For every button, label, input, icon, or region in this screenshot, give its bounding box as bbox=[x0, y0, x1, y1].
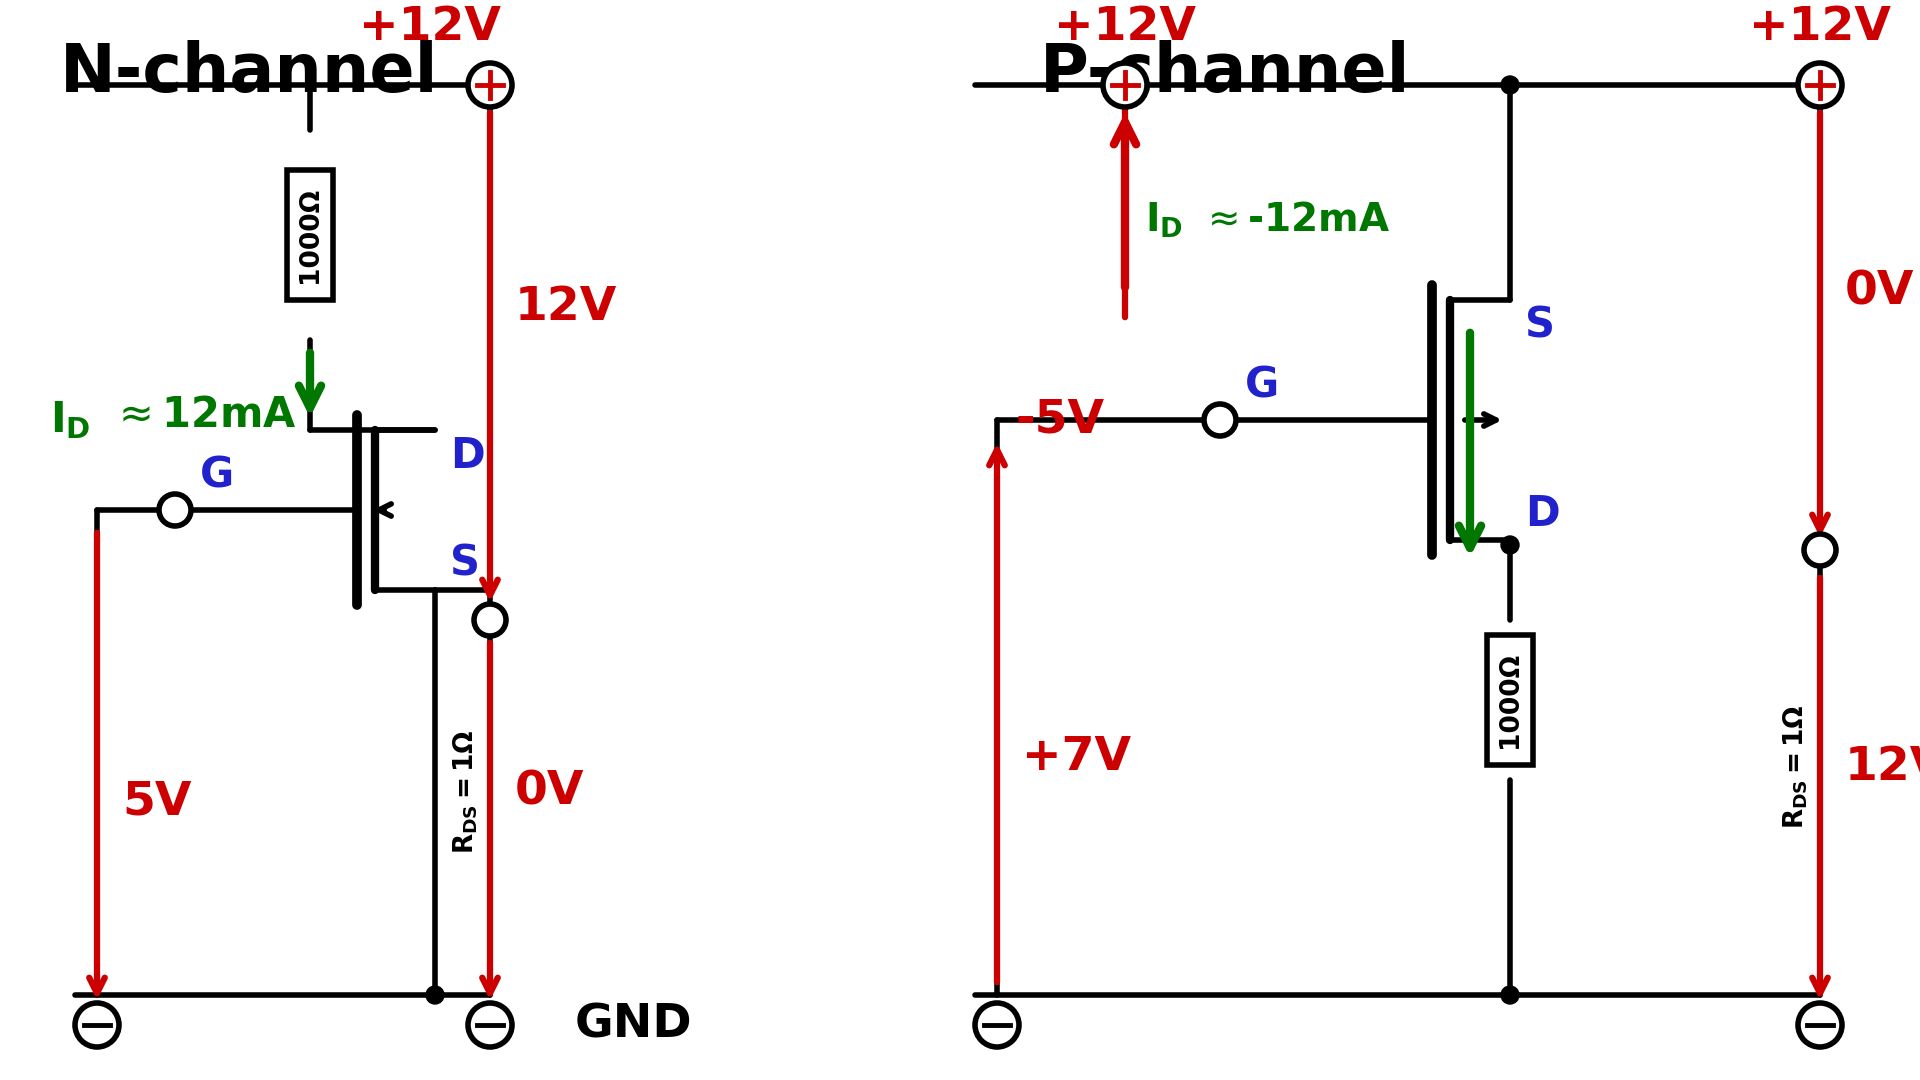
Bar bbox=[1486, 635, 1532, 765]
Text: G: G bbox=[200, 455, 234, 497]
Text: D: D bbox=[1524, 492, 1559, 535]
Text: -5V: -5V bbox=[1016, 397, 1106, 443]
Text: $\mathbf{I_D}$: $\mathbf{I_D}$ bbox=[50, 399, 90, 441]
Text: 0V: 0V bbox=[515, 769, 584, 814]
Text: 1000Ω: 1000Ω bbox=[298, 187, 323, 283]
Circle shape bbox=[159, 494, 190, 526]
Text: +12V: +12V bbox=[359, 5, 501, 50]
Text: 0V: 0V bbox=[1845, 270, 1914, 314]
Bar bbox=[286, 170, 332, 300]
Circle shape bbox=[468, 63, 513, 107]
Text: +7V: +7V bbox=[1021, 734, 1131, 780]
Circle shape bbox=[468, 1003, 513, 1047]
Text: 12V: 12V bbox=[515, 284, 618, 329]
Text: GND: GND bbox=[574, 1002, 693, 1048]
Circle shape bbox=[1102, 63, 1146, 107]
Circle shape bbox=[1805, 534, 1836, 566]
Circle shape bbox=[1204, 404, 1236, 436]
Text: $\approx$12mA: $\approx$12mA bbox=[109, 394, 296, 436]
Circle shape bbox=[474, 604, 507, 636]
Text: S: S bbox=[1524, 305, 1555, 347]
Text: $\mathbf{R_{DS}=1\Omega}$: $\mathbf{R_{DS}=1\Omega}$ bbox=[451, 730, 480, 854]
Text: +12V: +12V bbox=[1749, 5, 1891, 50]
Circle shape bbox=[1797, 1003, 1841, 1047]
Circle shape bbox=[975, 1003, 1020, 1047]
Text: N-channel: N-channel bbox=[60, 40, 438, 106]
Circle shape bbox=[1797, 63, 1841, 107]
Circle shape bbox=[75, 1003, 119, 1047]
Circle shape bbox=[1501, 76, 1519, 94]
Text: P-channel: P-channel bbox=[1041, 40, 1411, 106]
Text: 5V: 5V bbox=[123, 780, 192, 824]
Text: G: G bbox=[1244, 365, 1279, 407]
Text: +12V: +12V bbox=[1054, 5, 1196, 50]
Text: $\approx$-12mA: $\approx$-12mA bbox=[1200, 201, 1390, 239]
Text: $\mathbf{I_D}$: $\mathbf{I_D}$ bbox=[1144, 201, 1183, 240]
Circle shape bbox=[1501, 536, 1519, 554]
Text: $\mathbf{R_{DS}=1\Omega}$: $\mathbf{R_{DS}=1\Omega}$ bbox=[1782, 705, 1811, 829]
Text: 1000Ω: 1000Ω bbox=[1498, 652, 1523, 748]
Circle shape bbox=[1501, 986, 1519, 1004]
Text: 12V: 12V bbox=[1845, 744, 1920, 789]
Text: D: D bbox=[449, 435, 484, 477]
Circle shape bbox=[426, 986, 444, 1004]
Text: S: S bbox=[449, 543, 480, 585]
